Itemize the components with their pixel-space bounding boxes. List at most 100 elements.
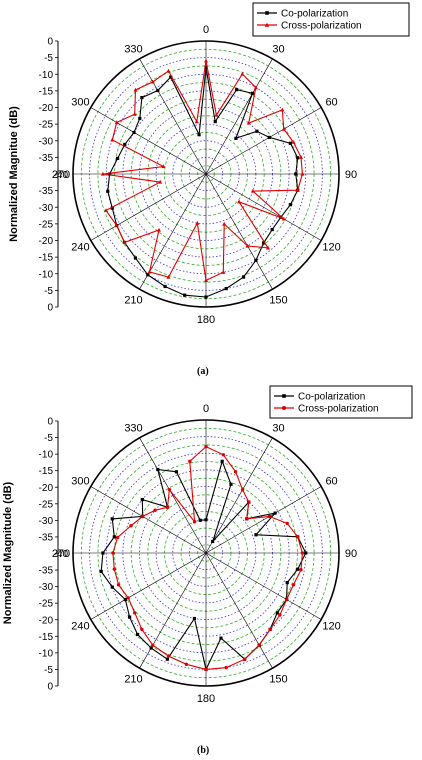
data-point	[279, 215, 283, 219]
data-point	[147, 269, 152, 274]
radial-tick-label: -30	[39, 203, 54, 214]
data-point	[281, 126, 286, 131]
data-point	[204, 444, 208, 449]
grid-spoke	[90, 173, 207, 241]
data-point	[235, 88, 239, 92]
angle-tick-label: 90	[345, 169, 357, 181]
data-point	[167, 487, 172, 492]
data-point	[245, 243, 250, 248]
legend-label: Co-polarization	[298, 392, 365, 403]
angle-tick-label: 180	[197, 693, 215, 705]
data-point	[240, 71, 245, 76]
data-point	[149, 646, 153, 650]
data-point	[114, 223, 119, 228]
data-point	[115, 535, 120, 540]
data-point	[133, 87, 138, 92]
data-point	[204, 295, 208, 299]
data-point	[242, 657, 247, 661]
data-point	[140, 95, 144, 100]
grid-spoke	[139, 58, 207, 175]
data-point	[295, 187, 300, 192]
data-point	[294, 172, 298, 176]
radial-tick-label: -15	[39, 632, 54, 643]
data-point	[104, 208, 109, 212]
data-point	[262, 241, 266, 245]
data-point	[291, 583, 296, 587]
data-point	[204, 667, 208, 672]
data-point	[107, 172, 112, 176]
grid-spoke	[205, 486, 322, 554]
data-point	[219, 636, 223, 640]
legend-box	[252, 2, 410, 37]
data-point	[299, 568, 303, 572]
data-point	[136, 632, 140, 637]
angle-tick-label: 30	[272, 422, 284, 434]
data-point	[110, 517, 114, 521]
data-point	[129, 524, 133, 528]
data-point	[123, 597, 127, 602]
data-point	[233, 470, 238, 474]
grid-spoke	[205, 437, 273, 554]
data-point	[140, 627, 144, 632]
data-point	[288, 141, 292, 145]
legend-marker	[264, 22, 270, 27]
angle-tick-label: 0	[203, 403, 209, 415]
data-point	[220, 459, 224, 463]
legend-box	[269, 385, 413, 419]
angle-tick-label: 240	[71, 242, 89, 254]
angle-tick-label: 0	[203, 24, 209, 36]
data-point	[204, 58, 208, 63]
data-point	[253, 85, 258, 90]
data-point	[254, 533, 258, 537]
radial-tick-label: -10	[39, 269, 54, 280]
data-point	[291, 139, 296, 144]
data-point	[288, 203, 292, 207]
data-point	[214, 112, 219, 117]
data-point	[241, 275, 246, 279]
legend-label: Cross-polarization	[281, 21, 362, 32]
data-point	[229, 482, 233, 486]
data-point	[165, 505, 170, 509]
radial-tick-label: -5	[44, 286, 53, 297]
data-point	[163, 284, 167, 289]
data-point	[138, 116, 142, 121]
radial-tick-label: -5	[44, 433, 53, 444]
data-point	[153, 508, 157, 512]
data-point	[101, 551, 105, 555]
data-point	[224, 665, 228, 670]
data-point	[165, 657, 169, 661]
data-point	[112, 535, 116, 539]
outer-circle	[72, 40, 340, 308]
data-point	[278, 613, 282, 617]
angle-tick-label: 60	[325, 476, 337, 488]
data-point	[240, 487, 245, 492]
legend-label: Co-polarization	[281, 9, 348, 20]
data-point	[265, 245, 270, 250]
angle-tick-label: 60	[325, 97, 337, 109]
data-point	[250, 91, 255, 95]
data-point	[156, 88, 160, 93]
data-point	[285, 580, 289, 585]
data-point	[184, 662, 189, 667]
legend-label: Cross-polarization	[298, 404, 379, 415]
data-point	[151, 643, 155, 647]
data-point	[158, 179, 163, 184]
data-point	[110, 137, 115, 142]
angle-tick-label: 330	[124, 43, 142, 55]
angle-tick-label: 270	[52, 169, 70, 181]
data-point	[300, 551, 305, 555]
data-point	[132, 130, 136, 135]
radial-tick-label: -15	[39, 253, 54, 264]
radial-tick-label: -35	[39, 153, 54, 164]
data-point	[122, 240, 127, 244]
grid-spoke	[90, 107, 207, 175]
data-point	[174, 470, 179, 474]
angle-tick-label: 300	[71, 476, 89, 488]
data-point	[304, 551, 308, 555]
data-point	[270, 227, 274, 232]
data-point	[123, 142, 127, 147]
radial-tick-label: -25	[39, 599, 54, 610]
grid-spoke	[205, 173, 322, 241]
data-point	[192, 520, 197, 524]
